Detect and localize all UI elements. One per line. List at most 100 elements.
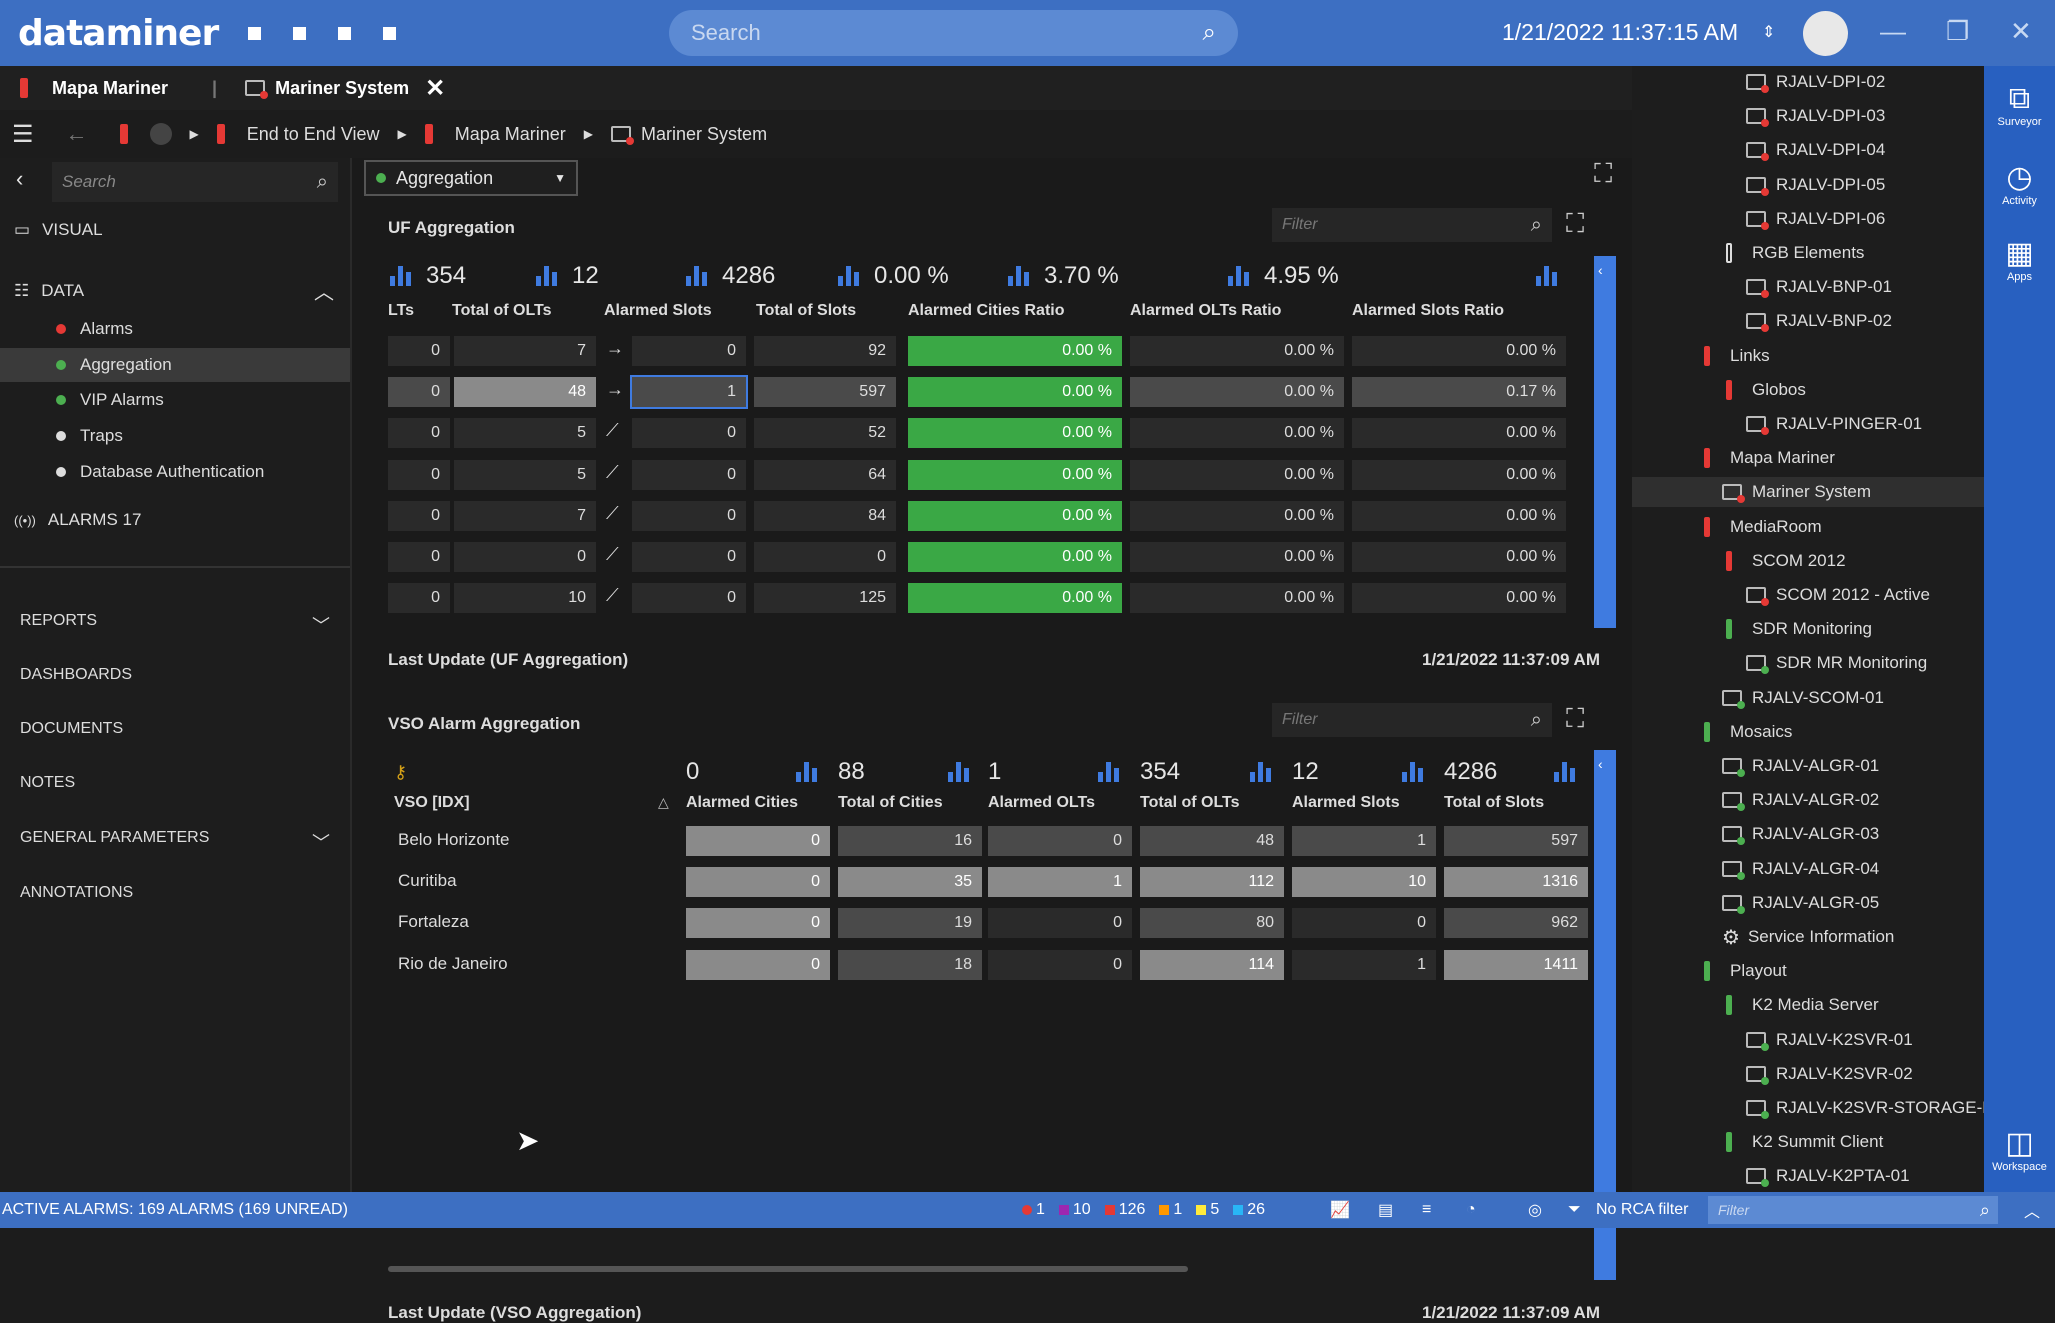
tree-item-rjalv-scom-01[interactable]: RJALV-SCOM-01 — [1632, 683, 1984, 713]
uf-filter-input[interactable]: Filter ⌕ — [1272, 208, 1552, 242]
sort-ascending-icon[interactable]: △ — [658, 794, 669, 810]
nav-data-item-alarms[interactable]: Alarms — [0, 312, 350, 346]
collapse-left-icon[interactable]: ‹ — [1598, 756, 1603, 772]
tree-item-mediaroom[interactable]: MediaRoom — [1632, 512, 1984, 542]
alarm-severity-count[interactable]: 1 — [1022, 1201, 1045, 1219]
vso-column-header[interactable]: Total of Slots — [1444, 794, 1545, 811]
rail-activity[interactable]: ◷ Activity — [1984, 160, 2055, 207]
vso-table-row[interactable]: Fortaleza 0 19 0 80 0 962 — [352, 908, 1592, 939]
tree-item-rjalv-pinger-01[interactable]: RJALV-PINGER-01 — [1632, 409, 1984, 439]
vso-table-row[interactable]: Rio de Janeiro 0 18 0 114 1 1411 — [352, 949, 1592, 980]
uf-column-header[interactable]: Alarmed OLTs Ratio — [1130, 302, 1282, 319]
root-view-icon[interactable] — [149, 123, 172, 145]
chevron-left-icon[interactable]: ‹ — [16, 166, 24, 191]
tree-item-rjalv-dpi-03[interactable]: RJALV-DPI-03 — [1632, 101, 1984, 131]
alarm-severity-count[interactable]: 5 — [1196, 1201, 1219, 1219]
alarm-severity-count[interactable]: 26 — [1233, 1201, 1265, 1219]
app-menu-square-2[interactable] — [293, 26, 307, 40]
global-search-input[interactable]: Search ⌕ — [669, 10, 1238, 56]
tree-item-globos[interactable]: Globos — [1632, 375, 1984, 405]
search-icon[interactable]: ⌕ — [1202, 19, 1216, 46]
rail-apps[interactable]: ▦ Apps — [1984, 236, 2055, 283]
focus-icon[interactable]: ◎ — [1528, 1202, 1542, 1219]
tree-item-mosaics[interactable]: Mosaics — [1632, 717, 1984, 747]
bar-chart-icon[interactable] — [390, 266, 412, 286]
uf-table-row[interactable]: 0 7 ⟋ 0 84 0.00 % 0.00 % 0.00 % — [352, 500, 1592, 531]
alarm-severity-count[interactable]: 1 — [1159, 1201, 1182, 1219]
nav-section-dashboards[interactable]: DASHBOARDS — [20, 666, 330, 684]
tab-mapa-mariner[interactable]: Mapa Mariner | — [0, 66, 231, 110]
alarm-severity-count[interactable]: 126 — [1104, 1201, 1145, 1219]
tree-item-rjalv-algr-04[interactable]: RJALV-ALGR-04 — [1632, 854, 1984, 884]
bar-chart-icon[interactable] — [1008, 266, 1030, 286]
bar-chart-icon[interactable] — [1554, 762, 1576, 782]
nav-data-item-aggregation[interactable]: Aggregation — [0, 347, 350, 382]
list-view-icon[interactable]: ▤ — [1378, 1202, 1394, 1219]
tree-item-sdr-monitoring[interactable]: SDR Monitoring — [1632, 614, 1984, 644]
tree-item-rjalv-bnp-02[interactable]: RJALV-BNP-02 — [1632, 306, 1984, 336]
uf-table-row[interactable]: 0 0 ⟋ 0 0 0.00 % 0.00 % 0.00 % — [352, 542, 1592, 572]
rail-workspace[interactable]: ◫ Workspace — [1984, 1126, 2055, 1173]
bar-chart-icon[interactable] — [948, 762, 970, 782]
breadcrumb-item[interactable]: Mapa Mariner — [454, 123, 566, 144]
uf-column-header[interactable]: Alarmed Cities Ratio — [908, 302, 1065, 319]
close-tab-icon[interactable]: ✕ — [425, 74, 446, 102]
nav-data-item-vip-alarms[interactable]: VIP Alarms — [0, 383, 350, 417]
bar-chart-icon[interactable] — [1536, 266, 1558, 286]
restore-icon[interactable]: ❐ — [1946, 16, 1970, 46]
search-icon[interactable]: ⌕ — [1979, 1199, 1990, 1220]
tree-item-links[interactable]: Links — [1632, 341, 1984, 371]
funnel-icon[interactable]: ⏷ — [1568, 1201, 1581, 1218]
vso-row-name[interactable]: Rio de Janeiro — [398, 953, 508, 973]
nav-alarms[interactable]: ((•)) ALARMS 17 — [14, 510, 334, 530]
vso-horizontal-scrollbar[interactable] — [388, 1266, 1188, 1272]
minimize-icon[interactable]: — — [1880, 16, 1906, 46]
nav-section-annotations[interactable]: ANNOTATIONS — [20, 884, 330, 902]
tree-item-scom-2012[interactable]: SCOM 2012 — [1632, 546, 1984, 576]
uf-table-row[interactable]: 0 7 → 0 92 0.00 % 0.00 % 0.00 % — [352, 336, 1592, 366]
chevron-down-icon[interactable]: ﹀ — [312, 616, 330, 636]
vso-column-header[interactable]: Total of OLTs — [1140, 794, 1240, 811]
bar-chart-icon[interactable] — [686, 266, 708, 286]
tree-item-mapa-mariner[interactable]: Mapa Mariner — [1632, 443, 1984, 473]
search-icon[interactable]: ⌕ — [316, 170, 328, 193]
chevron-up-icon[interactable]: ︿ — [2024, 1204, 2041, 1221]
tree-item-k2-media-server[interactable]: K2 Media Server — [1632, 990, 1984, 1020]
close-window-icon[interactable]: ✕ — [2010, 16, 2032, 46]
active-alarms-summary[interactable]: ACTIVE ALARMS: 169 ALARMS (169 UNREAD) — [2, 1201, 348, 1218]
nav-section-notes[interactable]: NOTES — [20, 774, 330, 792]
vso-row-name[interactable]: Curitiba — [398, 871, 457, 891]
tree-item-rjalv-dpi-05[interactable]: RJALV-DPI-05 — [1632, 170, 1984, 200]
uf-table-row[interactable]: 0 5 ⟋ 0 52 0.00 % 0.00 % 0.00 % — [352, 418, 1592, 449]
tree-item-rjalv-bnp-01[interactable]: RJALV-BNP-01 — [1632, 272, 1984, 302]
nav-data[interactable]: ☷ DATA ︿ — [14, 276, 334, 305]
hamburger-menu-icon[interactable]: ☰ — [12, 120, 34, 148]
rail-surveyor[interactable]: ⧉ Surveyor — [1984, 82, 2055, 128]
tree-item-rjalv-k2svr-01[interactable]: RJALV-K2SVR-01 — [1632, 1025, 1984, 1055]
uf-column-header[interactable]: Total of OLTs — [452, 302, 552, 319]
vso-row-name[interactable]: Belo Horizonte — [398, 830, 510, 849]
tree-item-rgb-elements[interactable]: RGB Elements — [1632, 238, 1984, 268]
tree-item-rjalv-dpi-02[interactable]: RJALV-DPI-02 — [1632, 67, 1984, 97]
tree-item-rjalv-algr-02[interactable]: RJALV-ALGR-02 — [1632, 785, 1984, 815]
tree-item-rjalv-k2svr-storage-n[interactable]: RJALV-K2SVR-STORAGE-N — [1632, 1093, 1984, 1123]
vso-table-row[interactable]: Belo Horizonte 0 16 0 48 1 597 — [352, 826, 1592, 856]
tree-item-playout[interactable]: Playout — [1632, 956, 1984, 986]
vso-column-header[interactable]: Alarmed Slots — [1292, 794, 1400, 811]
vso-row-name[interactable]: Fortaleza — [398, 912, 469, 932]
sort-icon[interactable]: ≡ — [1422, 1201, 1432, 1218]
user-avatar[interactable] — [1803, 11, 1848, 56]
vso-column-header[interactable]: Alarmed OLTs — [988, 794, 1095, 811]
chevron-up-icon[interactable]: ︿ — [314, 282, 334, 304]
collapse-left-icon[interactable]: ‹ — [1598, 262, 1603, 278]
app-menu-square-1[interactable] — [248, 26, 262, 40]
search-icon[interactable]: ⌕ — [1530, 213, 1542, 236]
uf-table-row[interactable]: 0 5 ⟋ 0 64 0.00 % 0.00 % 0.00 % — [352, 459, 1592, 490]
tab-mariner-system[interactable]: Mariner System ✕ — [231, 66, 459, 110]
rca-filter-label[interactable]: No RCA filter — [1596, 1201, 1689, 1218]
vso-table-row[interactable]: Curitiba 0 35 1 112 10 1316 — [352, 867, 1592, 898]
bar-chart-icon[interactable] — [1098, 762, 1120, 782]
breadcrumb-item[interactable]: End to End View — [246, 123, 380, 144]
nav-visual[interactable]: ▭ VISUAL — [14, 220, 334, 240]
nav-data-item-database-authentication[interactable]: Database Authentication — [0, 455, 350, 489]
